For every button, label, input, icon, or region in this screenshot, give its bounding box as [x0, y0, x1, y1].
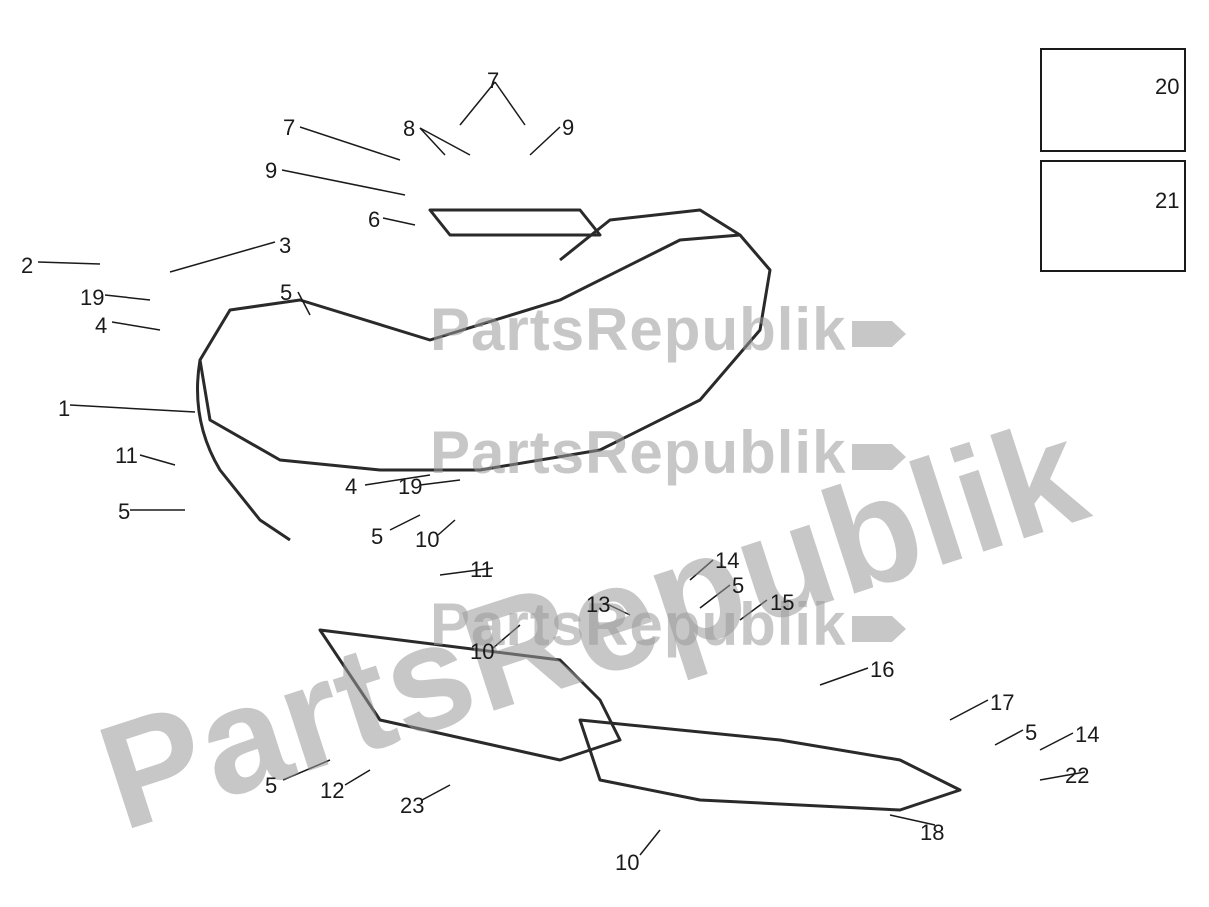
- diagram-svg: [0, 0, 1209, 907]
- leader-lines: [38, 82, 1085, 855]
- inset-box-20: [1040, 48, 1186, 152]
- inset-box-21: [1040, 160, 1186, 272]
- frame-sketch: [198, 210, 961, 810]
